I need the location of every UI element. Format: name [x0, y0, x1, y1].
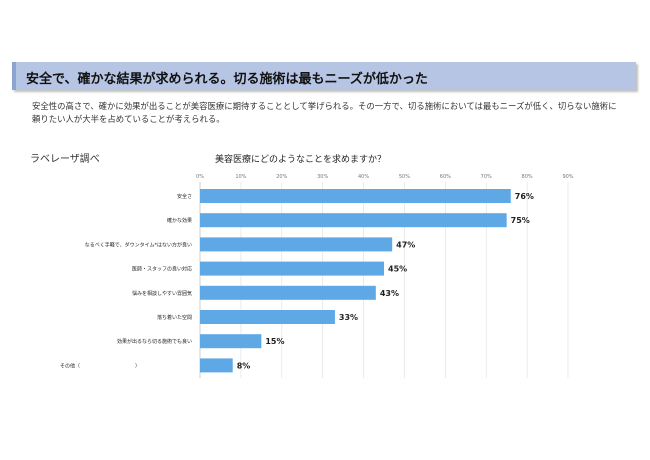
- value-label: 15%: [265, 337, 284, 346]
- x-tick-label: 10%: [235, 174, 246, 180]
- x-tick-label: 40%: [358, 174, 369, 180]
- x-tick-label: 20%: [276, 174, 287, 180]
- section-banner: 安全で、確かな結果が求められる。切る施術は最もニーズが低かった: [12, 62, 636, 90]
- category-label: その他（ ）: [60, 362, 140, 369]
- x-tick-label: 70%: [481, 174, 492, 180]
- x-tick-label: 30%: [317, 174, 328, 180]
- x-tick-label: 0%: [196, 174, 204, 180]
- value-label: 47%: [396, 240, 415, 249]
- section-title: 安全で、確かな結果が求められる。切る施術は最もニーズが低かった: [26, 72, 428, 87]
- x-tick-label: 60%: [440, 174, 451, 180]
- value-label: 76%: [515, 192, 534, 201]
- category-label: 悩みを相談しやすい雰囲気: [132, 290, 192, 297]
- chart-title: 美容医療にどのようなことを求めますか？: [215, 153, 386, 165]
- value-label: 8%: [237, 361, 251, 370]
- category-label: 安全さ: [177, 193, 192, 200]
- source-label: ラベレーザ調べ: [30, 154, 100, 165]
- bar: [200, 285, 376, 300]
- bar: [200, 358, 233, 373]
- bar: [200, 310, 335, 324]
- bar: [200, 189, 511, 203]
- x-tick-label: 80%: [522, 174, 533, 180]
- value-label: 45%: [388, 265, 407, 274]
- value-label: 75%: [511, 216, 530, 225]
- bar: [200, 237, 393, 252]
- description-text: 安全性の高さで、確かに効果が出ることが美容医療に期待することとして挙げられる。そ…: [32, 101, 617, 124]
- category-label: 効果が出るなら切る施術でも良い: [117, 338, 192, 345]
- bar: [200, 213, 507, 228]
- bar: [200, 334, 262, 349]
- category-label: なるべく手軽で、ダウンタイム*はない方が良い: [85, 241, 192, 248]
- bar: [200, 261, 384, 276]
- category-label: 医師・スタッフの良い対応: [132, 266, 192, 273]
- category-label: 落ち着いた空間: [157, 314, 192, 321]
- x-tick-label: 90%: [562, 174, 573, 180]
- category-label: 確かな効果: [167, 217, 192, 224]
- x-tick-label: 50%: [399, 174, 410, 180]
- value-label: 43%: [380, 289, 399, 298]
- value-label: 33%: [339, 313, 358, 322]
